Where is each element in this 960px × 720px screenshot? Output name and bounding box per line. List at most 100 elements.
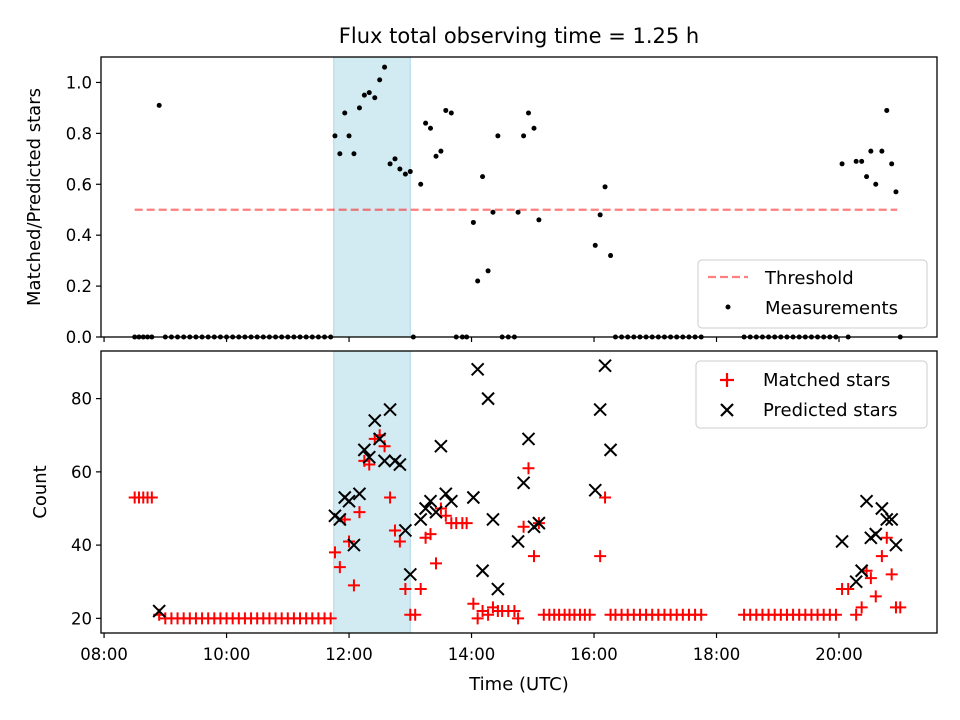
matched-star-point (855, 601, 868, 614)
measurement-point (853, 158, 859, 164)
matched-star-point (869, 590, 882, 603)
x-tick-label: 12:00 (325, 645, 373, 664)
y-tick-label: 80 (71, 390, 92, 409)
predicted-star-point (466, 490, 481, 505)
matched-legend-label: Matched stars (763, 370, 890, 391)
measurement-point (342, 110, 348, 116)
matched-star-point (414, 583, 427, 596)
predicted-star-point (418, 501, 433, 516)
measurement-point (443, 107, 449, 113)
predicted-star-point (875, 501, 889, 516)
matched-star-point (850, 608, 863, 621)
count-marks (128, 358, 907, 625)
matched-star-point (522, 462, 535, 475)
measurement-point (428, 125, 434, 131)
measurement-point (382, 64, 388, 70)
matched-star-point (517, 520, 530, 533)
matched-star-point (409, 608, 422, 621)
predicted-star-point (333, 512, 347, 527)
shaded-span-top (333, 56, 411, 338)
bottom-legend-box (695, 360, 928, 429)
predicted-star-point (368, 413, 382, 428)
matched-star-point (880, 531, 893, 544)
threshold-legend-label: Threshold (764, 268, 854, 289)
matched-star-point (378, 440, 391, 453)
measurements-legend-swatch (725, 304, 731, 310)
predicted-star-point (383, 402, 397, 417)
measurements-legend-label: Measurements (765, 298, 898, 319)
measurement-point (531, 125, 537, 131)
predicted-star-point (470, 362, 485, 377)
x-tick-label: 20:00 (815, 645, 863, 664)
x-tick-label: 10:00 (203, 645, 251, 664)
x-axis-label: Time (UTC) (468, 674, 569, 695)
matched-legend-swatch (720, 373, 734, 387)
measurement-point (372, 95, 378, 101)
matched-star-point (333, 561, 346, 574)
measurement-point (597, 212, 603, 218)
predicted-star-point (352, 487, 367, 501)
top-legend: Threshold Measurements (697, 259, 928, 329)
measurement-point (332, 133, 338, 139)
bottom-y-axis-label: Count (30, 465, 51, 518)
matched-star-point (875, 550, 888, 563)
predicted-star-point (439, 487, 453, 501)
ratio-panel: 0.0 0.2 0.4 0.6 0.8 1.0 Matched/Predicted sta… (24, 56, 938, 347)
measurement-point (351, 151, 357, 157)
bottom-x-ticks: 08:00 10:00 12:00 14:00 16:00 18:00 20:00 (80, 633, 863, 664)
top-plot-frame (100, 56, 938, 338)
matched-star-point (512, 612, 525, 625)
measurement-point (480, 174, 486, 180)
measurement-point (448, 110, 454, 116)
measurement-point (515, 209, 521, 215)
predicted-star-point (491, 582, 505, 596)
shaded-span-bottom (333, 350, 411, 634)
predicted-star-point (429, 505, 443, 519)
measurement-point (495, 133, 501, 139)
measurement-point (156, 102, 162, 108)
matched-star-point (430, 557, 443, 570)
predicted-star-point (889, 538, 903, 552)
matched-star-point (864, 572, 877, 585)
x-tick-label: 14:00 (448, 645, 496, 664)
matched-star-point (829, 608, 842, 621)
y-tick-label: 0.2 (66, 277, 92, 296)
predicted-star-point (377, 454, 392, 468)
matched-star-point (347, 579, 360, 592)
measurement-point (592, 242, 598, 248)
measurement-point (536, 217, 542, 223)
top-x-ticks (103, 337, 840, 342)
measurement-point (490, 209, 496, 215)
predicted-legend-swatch (720, 403, 734, 417)
measurement-point (356, 105, 362, 111)
measurement-point (423, 120, 429, 126)
predicted-star-point (342, 494, 356, 508)
matched-star-point (599, 491, 612, 504)
matched-star-point (353, 506, 366, 519)
measurement-point (893, 189, 899, 195)
matched-star-point (482, 608, 495, 621)
measurement-point (377, 77, 383, 83)
y-tick-label: 0.0 (66, 328, 92, 347)
measurement-point (475, 278, 481, 284)
predicted-star-point (403, 567, 417, 582)
measurement-point (337, 151, 343, 157)
top-legend-box (697, 259, 928, 329)
measurement-point (884, 107, 890, 113)
measurement-point (361, 92, 367, 98)
measurement-point (864, 174, 870, 180)
predicted-star-point (835, 534, 849, 549)
predicted-star-point (593, 402, 607, 417)
matched-star-point (894, 601, 907, 614)
shaded-span (333, 350, 411, 634)
measurement-point (366, 90, 372, 96)
predicted-star-point (444, 494, 459, 508)
predicted-star-point (362, 450, 376, 464)
chart-title: Flux total observing time = 1.25 h (339, 24, 699, 48)
y-tick-label: 1.0 (66, 73, 92, 92)
measurement-point (873, 181, 879, 187)
matched-star-point (363, 458, 376, 471)
measurement-point (418, 181, 424, 187)
measurement-point (879, 148, 885, 154)
